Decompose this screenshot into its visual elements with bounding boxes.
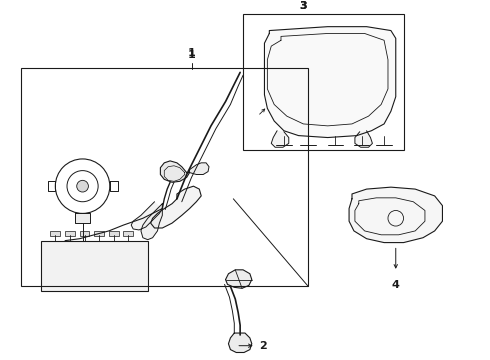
Bar xyxy=(21,68,308,286)
Polygon shape xyxy=(160,161,190,182)
Polygon shape xyxy=(271,131,289,147)
Text: 1: 1 xyxy=(188,50,196,60)
Polygon shape xyxy=(190,163,209,175)
Polygon shape xyxy=(228,333,252,352)
Text: 3: 3 xyxy=(299,1,307,11)
Bar xyxy=(123,231,133,236)
Bar xyxy=(243,14,404,150)
Text: 4: 4 xyxy=(392,280,400,289)
Text: 1: 1 xyxy=(188,48,196,58)
Text: 2: 2 xyxy=(260,341,268,351)
Bar xyxy=(109,231,119,236)
Bar xyxy=(65,231,75,236)
Polygon shape xyxy=(265,27,396,138)
Bar xyxy=(41,240,148,291)
Polygon shape xyxy=(141,204,162,240)
Polygon shape xyxy=(349,187,442,243)
Polygon shape xyxy=(355,131,372,147)
Polygon shape xyxy=(150,186,201,228)
Polygon shape xyxy=(75,213,90,223)
Polygon shape xyxy=(131,202,162,230)
Bar xyxy=(80,231,89,236)
Bar xyxy=(50,231,60,236)
Polygon shape xyxy=(225,270,252,288)
Circle shape xyxy=(77,180,88,192)
Bar xyxy=(94,231,104,236)
Text: 3: 3 xyxy=(299,1,307,11)
